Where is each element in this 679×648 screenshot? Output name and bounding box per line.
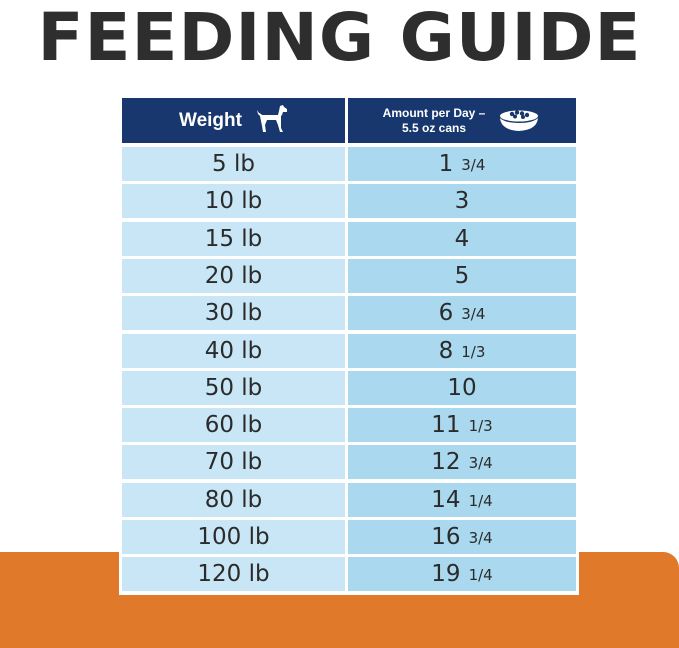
- weight-cell: 20 lb: [122, 259, 345, 293]
- amount-cell: 10: [348, 371, 576, 405]
- table-row: 10 lb 3: [119, 184, 579, 218]
- amount-whole: 11: [431, 412, 461, 438]
- amount-whole: 16: [431, 524, 461, 550]
- amount-whole: 12: [431, 449, 461, 475]
- amount-whole: 3: [454, 188, 470, 214]
- header-amount: Amount per Day – 5.5 oz cans: [348, 98, 576, 143]
- table-row: 100 lb 16 3/4: [119, 520, 579, 554]
- weight-cell: 50 lb: [122, 371, 345, 405]
- feeding-table: Weight Amount per Day – 5.5 oz cans 5: [119, 96, 579, 595]
- weight-cell: 30 lb: [122, 296, 345, 330]
- header-amount-label: Amount per Day – 5.5 oz cans: [383, 106, 486, 136]
- amount-fraction: 1/3: [461, 343, 486, 361]
- amount-fraction: 1/4: [468, 492, 493, 510]
- amount-whole: 4: [454, 226, 470, 252]
- amount-fraction: 1/4: [468, 566, 493, 584]
- table-row: 120 lb 19 1/4: [119, 557, 579, 591]
- header-amount-line2: 5.5 oz cans: [401, 120, 467, 135]
- amount-fraction: 3/4: [468, 529, 493, 547]
- amount-cell: 4: [348, 222, 576, 256]
- header-weight-label: Weight: [179, 109, 242, 131]
- amount-cell: 14 1/4: [348, 483, 576, 517]
- amount-cell: 3: [348, 184, 576, 218]
- table-row: 40 lb 8 1/3: [119, 334, 579, 368]
- header-weight: Weight: [122, 98, 345, 143]
- amount-cell: 1 3/4: [348, 147, 576, 181]
- table-row: 60 lb 11 1/3: [119, 408, 579, 442]
- amount-whole: 5: [454, 263, 470, 289]
- weight-cell: 120 lb: [122, 557, 345, 591]
- table-row: 70 lb 12 3/4: [119, 445, 579, 479]
- amount-whole: 6: [438, 300, 454, 326]
- weight-cell: 60 lb: [122, 408, 345, 442]
- amount-cell: 12 3/4: [348, 445, 576, 479]
- food-bowl-icon: [497, 104, 541, 138]
- weight-cell: 15 lb: [122, 222, 345, 256]
- amount-whole: 1: [438, 151, 454, 177]
- amount-fraction: 3/4: [468, 454, 493, 472]
- header-amount-line1: Amount per Day –: [382, 105, 486, 120]
- amount-whole: 19: [431, 561, 461, 587]
- weight-cell: 5 lb: [122, 147, 345, 181]
- table-row: 80 lb 14 1/4: [119, 483, 579, 517]
- amount-whole: 10: [447, 375, 477, 401]
- page-title: FEEDING GUIDE: [37, 0, 642, 76]
- amount-cell: 8 1/3: [348, 334, 576, 368]
- amount-cell: 11 1/3: [348, 408, 576, 442]
- table-row: 15 lb 4: [119, 222, 579, 256]
- amount-whole: 14: [431, 487, 461, 513]
- weight-cell: 10 lb: [122, 184, 345, 218]
- table-row: 5 lb 1 3/4: [119, 147, 579, 181]
- dog-icon: [256, 104, 288, 138]
- table-row: 30 lb 6 3/4: [119, 296, 579, 330]
- amount-whole: 8: [438, 338, 454, 364]
- weight-cell: 80 lb: [122, 483, 345, 517]
- weight-cell: 100 lb: [122, 520, 345, 554]
- table-row: 50 lb 10: [119, 371, 579, 405]
- amount-cell: 5: [348, 259, 576, 293]
- amount-fraction: 3/4: [461, 305, 486, 323]
- amount-fraction: 1/3: [468, 417, 493, 435]
- amount-cell: 6 3/4: [348, 296, 576, 330]
- amount-fraction: 3/4: [461, 156, 486, 174]
- weight-cell: 70 lb: [122, 445, 345, 479]
- amount-cell: 19 1/4: [348, 557, 576, 591]
- weight-cell: 40 lb: [122, 334, 345, 368]
- table-row: 20 lb 5: [119, 259, 579, 293]
- amount-cell: 16 3/4: [348, 520, 576, 554]
